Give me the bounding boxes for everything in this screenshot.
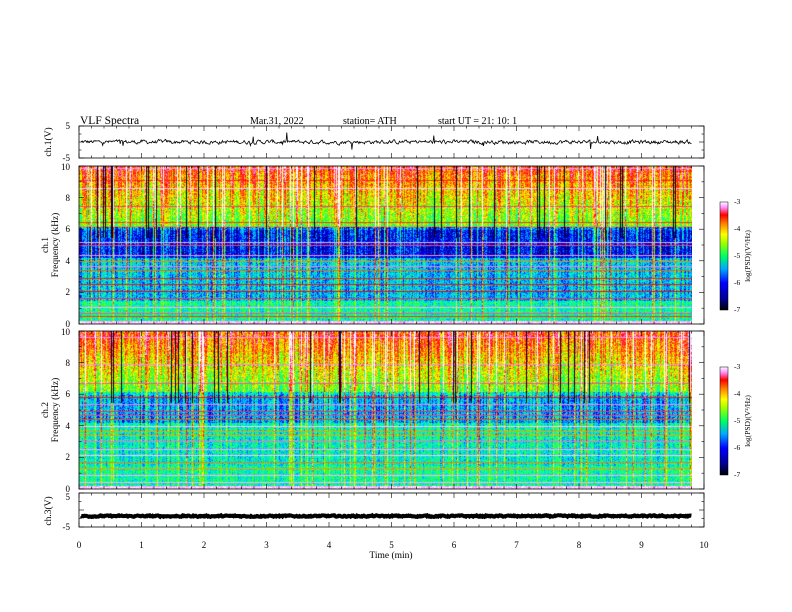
ch1-colorbar-tick-m4: -4 xyxy=(734,224,740,233)
ch1-spectrogram-channel-label: ch.1 xyxy=(41,237,51,253)
ch2-spectrogram-channel-label: ch.2 xyxy=(41,402,51,418)
ch1-ytick-top: 5 xyxy=(66,121,71,131)
ch3-ytick-top: 5 xyxy=(66,492,71,502)
ch1-freq-tick-2: 2 xyxy=(66,287,71,297)
ch3-waveform-trace xyxy=(79,512,692,520)
ch1-freq-tick-10: 10 xyxy=(61,162,71,172)
time-axis-tick-labels: 0 1 2 3 4 5 6 7 8 9 10 xyxy=(77,540,709,550)
ch2-freq-tick-4: 4 xyxy=(66,421,71,431)
ch1-freq-tick-4: 4 xyxy=(66,256,71,266)
time-axis-label: Time (min) xyxy=(369,550,412,561)
figure-title: VLF Spectra xyxy=(80,115,139,127)
station-label: station= ATH xyxy=(343,116,397,127)
ch1-colorbar-tick-m5: -5 xyxy=(734,251,740,260)
ch1-waveform-ticks xyxy=(78,125,705,159)
ch2-spectrogram-ticks xyxy=(78,330,705,490)
time-axis-tick-10: 10 xyxy=(700,540,710,550)
ch1-waveform-panel: 5 -5 ch.1(V) xyxy=(43,121,705,163)
time-axis-tick-6: 6 xyxy=(452,540,457,550)
ch2-colorbar xyxy=(719,366,729,476)
time-axis-tick-3: 3 xyxy=(264,540,269,550)
ch2-colorbar-label: log(PSD)(V²/Hz) xyxy=(743,395,752,447)
ch2-colorbar-tick-m7: -7 xyxy=(734,470,740,479)
ch1-waveform-trace xyxy=(80,132,692,150)
ch2-freq-tick-0: 0 xyxy=(66,484,71,494)
time-axis-tick-9: 9 xyxy=(639,540,644,550)
ch3-waveform-frame xyxy=(78,492,705,528)
ch2-spectrogram-panel: 0 2 4 6 8 10 ch.2 Frequency (kHz) -3 -4 … xyxy=(41,327,752,494)
time-axis-tick-8: 8 xyxy=(577,540,582,550)
ch1-spectrogram-ylabel: Frequency (kHz) xyxy=(50,213,61,278)
ch3-ytick-bottom: -5 xyxy=(63,522,71,532)
ch1-freq-tick-6: 6 xyxy=(66,224,71,234)
ch3-waveform-ylabel: ch.3(V) xyxy=(43,496,54,525)
time-axis-tick-0: 0 xyxy=(77,540,82,550)
ch3-waveform-ticks xyxy=(78,492,705,528)
ch2-freq-tick-6: 6 xyxy=(66,389,71,399)
time-axis-tick-7: 7 xyxy=(514,540,519,550)
ch1-colorbar-tick-m7: -7 xyxy=(734,305,740,314)
ch2-freq-tick-2: 2 xyxy=(66,452,71,462)
ch1-freq-tick-0: 0 xyxy=(66,319,71,329)
ch1-colorbar-tick-m6: -6 xyxy=(734,278,740,287)
ch1-freq-tick-8: 8 xyxy=(66,193,71,203)
date-label: Mar.31, 2022 xyxy=(250,116,304,127)
time-axis-tick-4: 4 xyxy=(327,540,332,550)
ch1-waveform-ylabel: ch.1(V) xyxy=(43,127,54,156)
ch1-colorbar-label: log(PSD)(V²/Hz) xyxy=(743,230,752,282)
ch2-freq-tick-8: 8 xyxy=(66,358,71,368)
ch1-colorbar xyxy=(719,201,729,311)
time-axis-tick-2: 2 xyxy=(202,540,207,550)
ch1-ytick-bottom: -5 xyxy=(63,153,71,163)
ch3-waveform-panel: 5 -5 ch.3(V) 0 1 2 3 4 5 6 7 8 9 10 Time (min) xyxy=(43,492,709,561)
ch1-spectrogram-ticks xyxy=(78,165,705,325)
ch2-colorbar-tick-m4: -4 xyxy=(734,389,740,398)
start-time-label: start UT = 21: 10: 1 xyxy=(438,116,517,127)
ch1-colorbar-tick-m3: -3 xyxy=(734,197,740,206)
ch2-colorbar-tick-m6: -6 xyxy=(734,443,740,452)
ch2-freq-tick-10: 10 xyxy=(61,327,71,337)
ch1-spectrogram-panel: 0 2 4 6 8 10 ch.1 Frequency (kHz) -3 -4 … xyxy=(41,162,752,329)
ch2-spectrogram-ylabel: Frequency (kHz) xyxy=(50,378,61,443)
ch2-colorbar-tick-m3: -3 xyxy=(734,362,740,371)
time-axis-tick-1: 1 xyxy=(139,540,144,550)
time-axis-tick-5: 5 xyxy=(389,540,394,550)
ch2-spectrogram-image xyxy=(79,331,692,489)
ch2-colorbar-tick-m5: -5 xyxy=(734,416,740,425)
ch1-spectrogram-image xyxy=(79,166,692,324)
